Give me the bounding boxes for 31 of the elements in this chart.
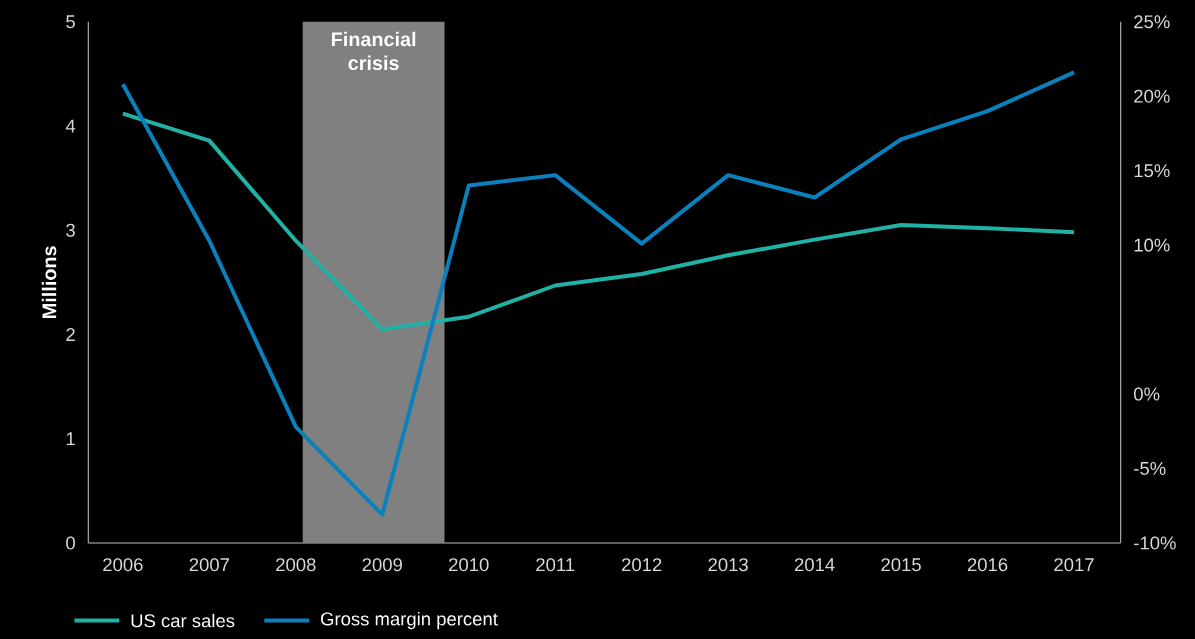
y-tick-label: 1 bbox=[66, 432, 75, 446]
y2-tick-label: 25% bbox=[1134, 15, 1170, 29]
y-tick-label: 0 bbox=[66, 536, 75, 550]
y2-tick-label: 20% bbox=[1134, 89, 1170, 103]
band-label: Financial crisis bbox=[332, 31, 416, 71]
legend-label: US car sales bbox=[131, 613, 235, 628]
x-tick-label: 2012 bbox=[622, 558, 662, 572]
x-tick-label: 2016 bbox=[967, 558, 1008, 572]
x-tick-label: 2011 bbox=[536, 558, 575, 572]
y2-tick-label: 15% bbox=[1134, 164, 1170, 178]
x-tick-label: 2007 bbox=[189, 558, 229, 572]
legend-label: Gross margin percent bbox=[321, 611, 498, 630]
y2-tick-label: 0% bbox=[1134, 387, 1160, 401]
x-tick-label: 2009 bbox=[362, 558, 402, 572]
y-axis-title: Millions bbox=[41, 246, 57, 318]
x-tick-label: 2017 bbox=[1054, 558, 1094, 572]
y-tick-label: 5 bbox=[66, 15, 75, 29]
y-tick-label: 4 bbox=[65, 119, 76, 133]
x-tick-label: 2008 bbox=[276, 558, 316, 572]
x-tick-label: 2010 bbox=[449, 558, 489, 572]
x-tick-label: 2014 bbox=[794, 558, 835, 572]
y2-tick-label: 10% bbox=[1134, 238, 1170, 252]
y-tick-label: 2 bbox=[66, 328, 75, 341]
x-tick-label: 2015 bbox=[881, 558, 921, 572]
line-series bbox=[120, 111, 1076, 332]
y2-tick-label: -5% bbox=[1134, 461, 1166, 475]
y2-tick-label: -10% bbox=[1134, 536, 1176, 550]
x-tick-label: 2006 bbox=[103, 558, 143, 572]
y-tick-label: 3 bbox=[66, 223, 75, 237]
x-tick-label: 2013 bbox=[708, 558, 748, 572]
line-series bbox=[120, 70, 1076, 517]
